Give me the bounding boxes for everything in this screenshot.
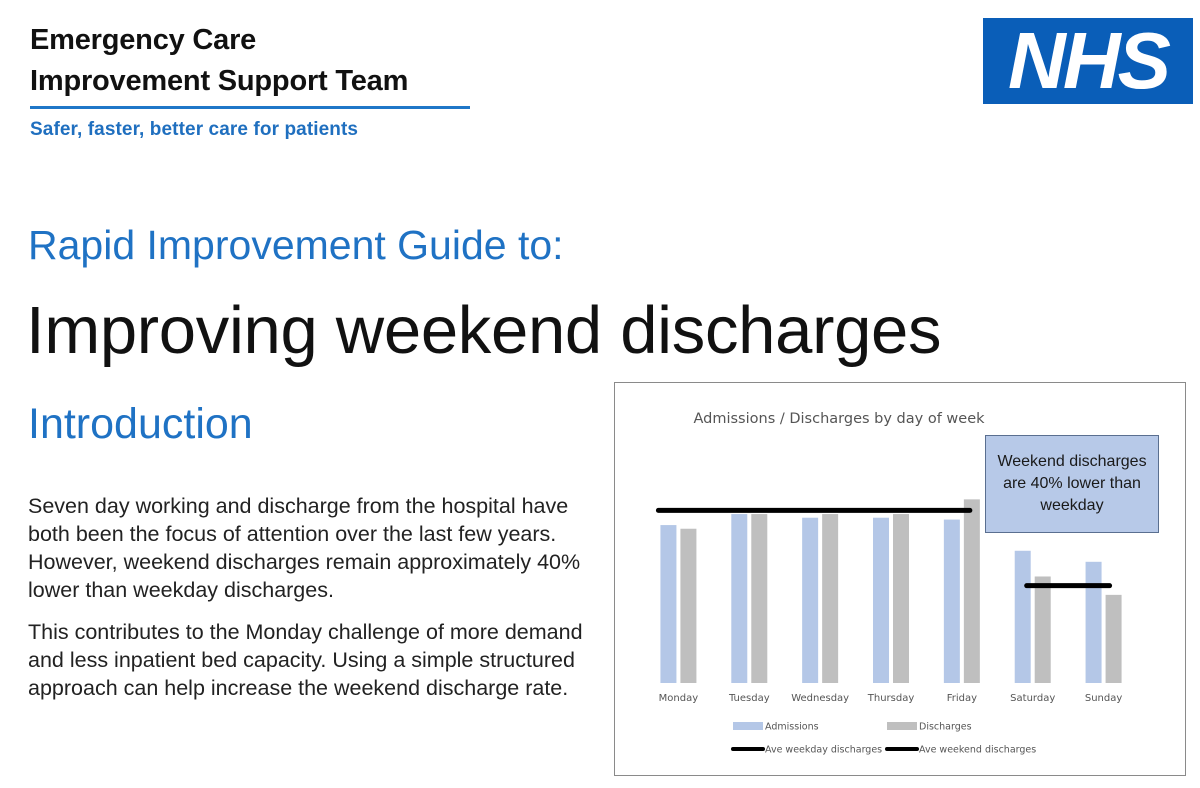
intro-paragraph-2: This contributes to the Monday challenge… bbox=[28, 620, 583, 700]
x-tick-label-saturday: Saturday bbox=[1010, 693, 1055, 704]
team-name-line1: Emergency Care bbox=[30, 24, 257, 56]
x-tick-label-monday: Monday bbox=[659, 693, 699, 704]
tagline: Safer, faster, better care for patients bbox=[30, 119, 359, 140]
bar-discharges-wednesday bbox=[822, 514, 839, 683]
nhs-logo-text: NHS bbox=[1008, 16, 1171, 105]
bar-admissions-wednesday bbox=[802, 517, 819, 683]
bar-discharges-friday bbox=[963, 499, 980, 683]
chart-legend: Admissions Discharges Ave weekday discharg… bbox=[731, 722, 1036, 756]
section-heading: Introduction bbox=[28, 400, 253, 448]
guide-subtitle: Rapid Improvement Guide to: bbox=[28, 222, 564, 268]
chart-annotation: Weekend discharges are 40% lower than we… bbox=[985, 435, 1159, 533]
guide-title: Improving weekend discharges bbox=[26, 293, 942, 368]
x-tick-label-sunday: Sunday bbox=[1085, 693, 1122, 704]
intro-text: Seven day working and discharge from the… bbox=[28, 492, 598, 716]
bars-group bbox=[660, 499, 1122, 683]
bar-discharges-monday bbox=[680, 528, 697, 683]
bar-admissions-friday bbox=[943, 519, 960, 683]
bar-admissions-saturday bbox=[1014, 550, 1031, 683]
bar-admissions-monday bbox=[660, 525, 677, 683]
legend-label-ave-weekday-discharges: Ave weekday discharges bbox=[765, 745, 882, 756]
x-tick-label-tuesday: Tuesday bbox=[728, 693, 770, 704]
x-tick-label-friday: Friday bbox=[947, 693, 977, 704]
legend-label-admissions: Admissions bbox=[765, 722, 819, 733]
chart-svg: Admissions / Discharges by day of week M… bbox=[655, 411, 1123, 756]
team-name-line2: Improvement Support Team bbox=[30, 65, 409, 97]
bar-discharges-thursday bbox=[893, 514, 909, 683]
bar-admissions-thursday bbox=[873, 517, 889, 683]
legend-label-discharges: Discharges bbox=[919, 722, 972, 733]
bar-discharges-saturday bbox=[1034, 576, 1051, 683]
x-tick-label-wednesday: Wednesday bbox=[791, 693, 849, 704]
bar-admissions-sunday bbox=[1085, 561, 1102, 683]
x-tick-labels: Monday Tuesday Wednesday Thursday Friday Satu… bbox=[659, 693, 1123, 704]
legend-label-ave-weekend-discharges: Ave weekend discharges bbox=[919, 745, 1036, 756]
bar-discharges-tuesday bbox=[751, 514, 768, 683]
x-tick-label-thursday: Thursday bbox=[867, 693, 915, 704]
intro-paragraph-1: Seven day working and discharge from the… bbox=[28, 494, 581, 602]
header-divider bbox=[30, 106, 470, 109]
legend-mark-discharges bbox=[887, 722, 917, 730]
bar-admissions-tuesday bbox=[731, 514, 748, 683]
legend-mark-admissions bbox=[733, 722, 763, 730]
discharge-chart: Admissions / Discharges by day of week M… bbox=[614, 382, 1186, 776]
chart-title: Admissions / Discharges by day of week bbox=[693, 411, 985, 427]
team-header: Emergency Care Improvement Support Team … bbox=[30, 20, 475, 141]
nhs-logo: NHS bbox=[983, 18, 1193, 104]
bar-discharges-sunday bbox=[1105, 594, 1122, 683]
reference-lines-group bbox=[655, 507, 1113, 589]
